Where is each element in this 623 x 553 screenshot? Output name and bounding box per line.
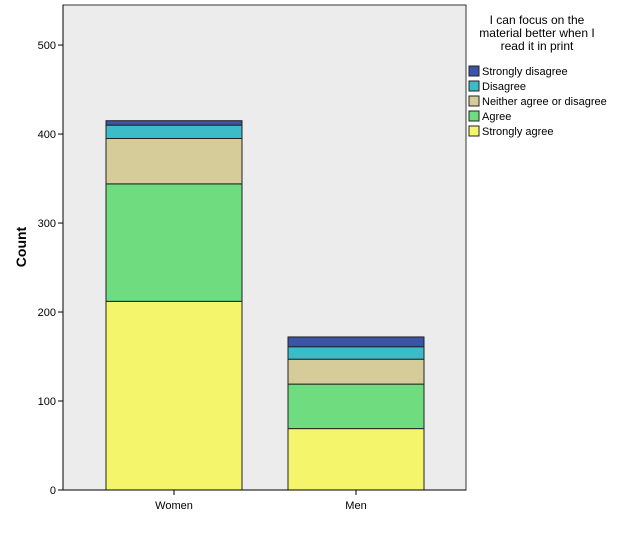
bar-segment-women-agree xyxy=(105,183,243,302)
legend-swatch xyxy=(468,65,480,77)
bar-segment-men-neither-agree-or-disagree xyxy=(287,358,425,385)
legend-title-line: material better when I xyxy=(479,26,594,40)
x-axis: Women Men xyxy=(63,489,466,512)
y-axis: 0 100 200 300 400 500 xyxy=(38,5,64,497)
bar-segment-men-agree xyxy=(287,383,425,430)
legend-swatch xyxy=(468,125,480,137)
legend-label: Neither agree or disagree xyxy=(482,96,607,108)
y-tick-label: 500 xyxy=(38,40,56,52)
x-tick-label: Men xyxy=(345,500,366,512)
legend-label: Strongly disagree xyxy=(482,66,568,78)
y-tick-label: 0 xyxy=(50,485,56,497)
y-axis-title: Count xyxy=(13,226,29,267)
bar-segment-men-disagree xyxy=(287,346,425,360)
y-tick-label: 300 xyxy=(38,218,56,230)
legend-title-line: I can focus on the xyxy=(490,13,585,27)
bar-segment-women-strongly-agree xyxy=(105,300,243,491)
bar-segment-men-strongly-agree xyxy=(287,428,425,491)
bar-segment-women-neither-agree-or-disagree xyxy=(105,137,243,185)
x-tick-label: Women xyxy=(155,500,193,512)
bars-layer xyxy=(105,120,425,491)
bar-segment-women-strongly-disagree xyxy=(105,120,243,126)
y-tick-label: 100 xyxy=(38,396,56,408)
y-tick-label: 400 xyxy=(38,129,56,141)
legend-swatch xyxy=(468,110,480,122)
bar-segment-men-strongly-disagree xyxy=(287,336,425,348)
legend-title-line: read it in print xyxy=(501,39,574,53)
legend-swatch xyxy=(468,95,480,107)
bar-segment-women-disagree xyxy=(105,124,243,139)
legend-label: Agree xyxy=(482,111,511,123)
legend-swatch xyxy=(468,80,480,92)
y-tick-label: 200 xyxy=(38,307,56,319)
legend-label: Disagree xyxy=(482,81,526,93)
legend-label: Strongly agree xyxy=(482,126,554,138)
